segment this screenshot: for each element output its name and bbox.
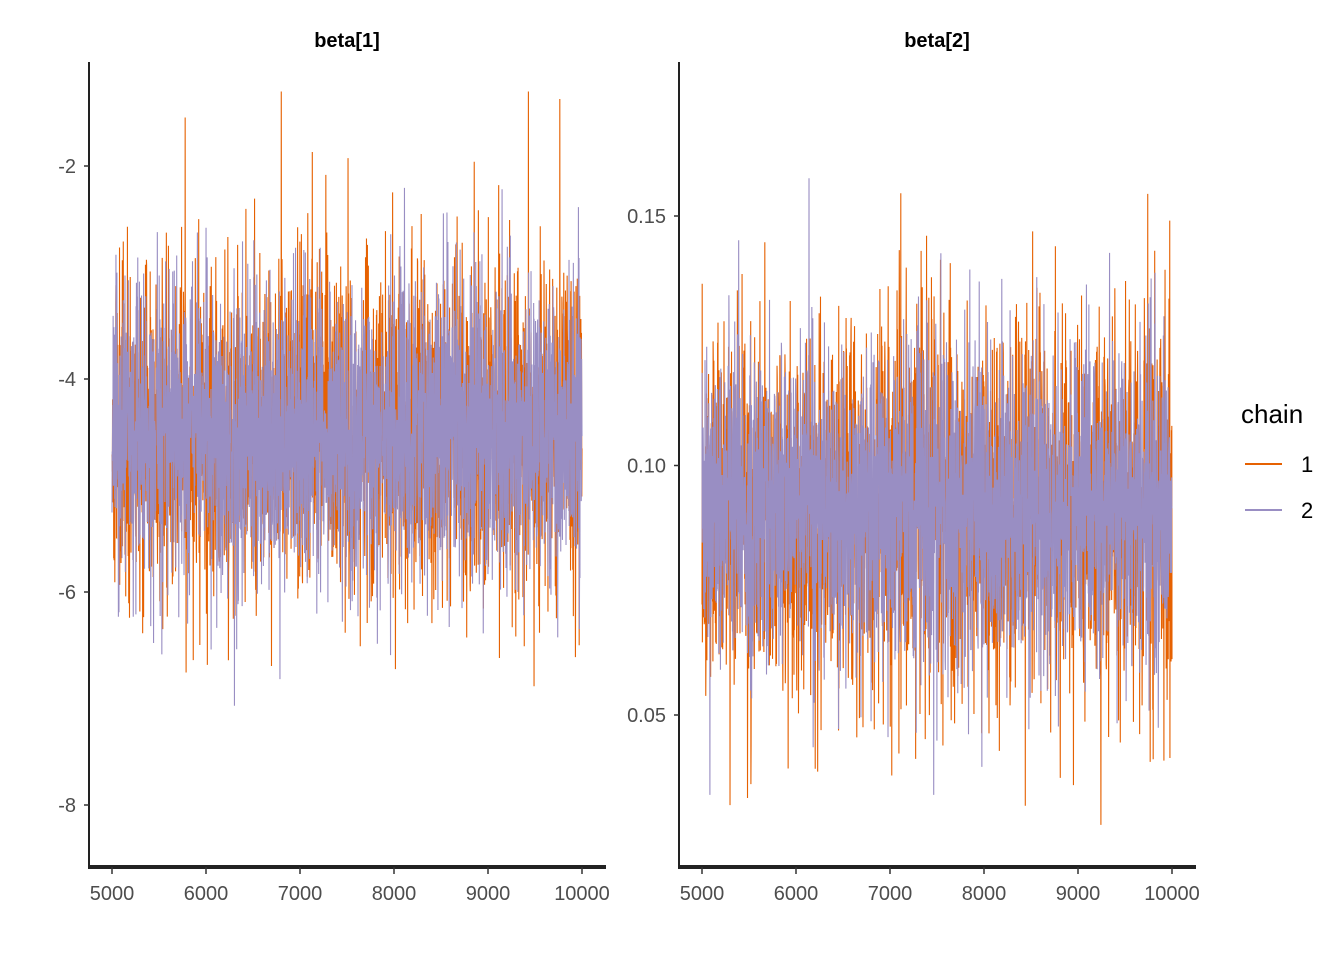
legend: chain 1 2 <box>1241 399 1313 523</box>
legend-label-chain-2: 2 <box>1301 498 1313 523</box>
panel-title: beta[1] <box>314 30 380 52</box>
y-tick-label: 0.15 <box>627 206 666 228</box>
legend-title: chain <box>1241 399 1303 429</box>
x-tick-label: 6000 <box>184 883 229 905</box>
y-tick-label: 0.05 <box>627 705 666 727</box>
x-tick-label: 10000 <box>554 883 610 905</box>
x-tick-label: 8000 <box>962 883 1007 905</box>
y-tick-label: 0.10 <box>627 456 666 478</box>
panel-title: beta[2] <box>904 30 970 52</box>
x-tick-label: 10000 <box>1144 883 1200 905</box>
x-tick-label: 5000 <box>90 883 135 905</box>
x-tick-label: 7000 <box>868 883 913 905</box>
y-tick-label: -8 <box>58 795 76 817</box>
y-tick-label: -4 <box>58 369 76 391</box>
x-tick-label: 6000 <box>774 883 819 905</box>
panel-beta-2: beta[2] 0.15 0.10 0.05 5000 6000 7000 8000 9000… <box>627 30 1200 905</box>
trace-chain-2 <box>701 178 1173 795</box>
trace-chain-2 <box>111 187 583 706</box>
x-tick-label: 9000 <box>466 883 511 905</box>
y-tick-label: -6 <box>58 582 76 604</box>
x-tick-label: 7000 <box>278 883 323 905</box>
panel-beta-1: beta[1] -2 -4 -6 -8 5000 6000 7000 8000 9000 1000… <box>58 30 610 905</box>
x-tick-label: 9000 <box>1056 883 1101 905</box>
y-tick-label: -2 <box>58 156 76 178</box>
x-tick-label: 5000 <box>680 883 725 905</box>
legend-label-chain-1: 1 <box>1301 452 1313 477</box>
x-tick-label: 8000 <box>372 883 417 905</box>
